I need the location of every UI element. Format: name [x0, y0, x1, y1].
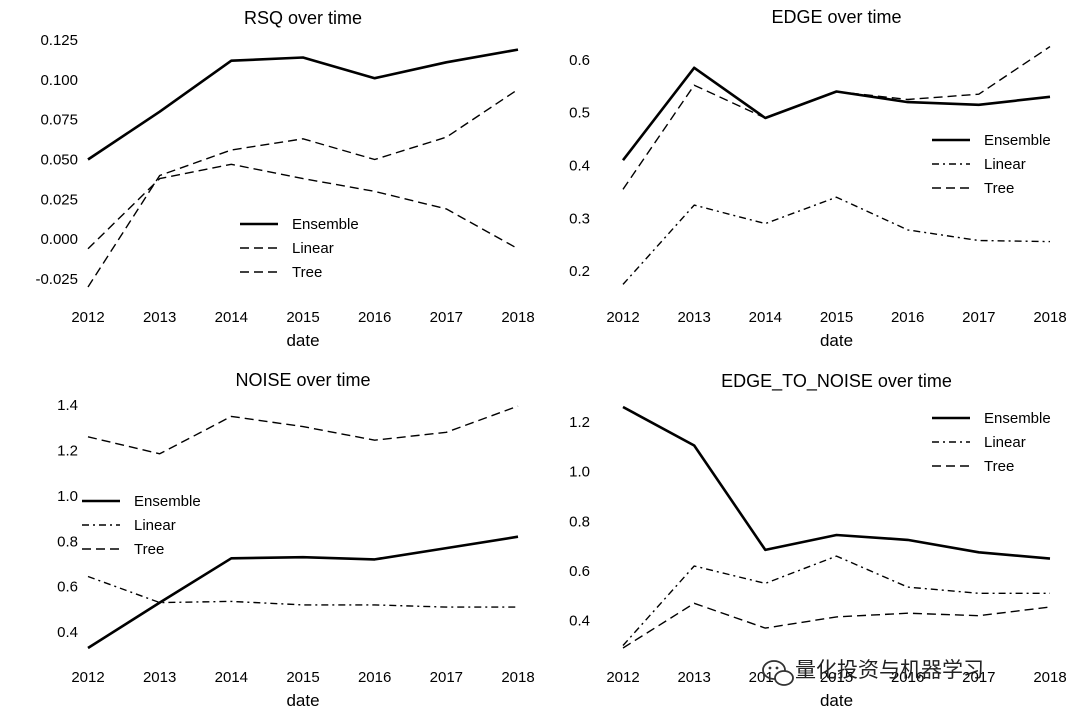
series-line-linear — [87, 575, 518, 608]
legend: Ensemble Linear Tree — [932, 132, 1051, 197]
x-tick-label: 2012 — [71, 309, 104, 326]
x-tick-label: 2014 — [749, 309, 782, 326]
x-tick-label: 2018 — [501, 309, 534, 326]
y-tick-label: 0.3 — [569, 210, 590, 227]
x-tick-label: 2015 — [820, 669, 853, 686]
y-tick-label: 0.8 — [569, 513, 590, 530]
x-tick-label: 2013 — [143, 669, 176, 686]
series-line-linear — [622, 555, 1050, 646]
x-tick-label: 2014 — [215, 309, 248, 326]
x-tick-label: 2015 — [820, 309, 853, 326]
x-axis-label: date — [820, 691, 853, 710]
y-tick-label: 1.2 — [569, 414, 590, 431]
x-tick-label: 2012 — [606, 309, 639, 326]
series-line-linear — [622, 196, 1051, 285]
y-tick-label: 0.100 — [40, 72, 78, 89]
y-tick-label: 0.6 — [569, 52, 590, 69]
y-tick-label: 0.025 — [40, 191, 78, 208]
series-line-tree — [622, 46, 1051, 190]
legend-entry: Ensemble — [984, 132, 1051, 149]
y-tick-label: 0.050 — [40, 152, 78, 169]
x-tick-label: 2014 — [215, 669, 248, 686]
legend-entry: Ensemble — [134, 493, 201, 510]
y-tick-label: -0.025 — [35, 271, 78, 288]
wechat-icon — [762, 660, 794, 686]
chart-panel-3: NOISE over time 2012 2013 2014 2015 2016 2017 2… — [57, 370, 535, 710]
x-tick-label: 2013 — [677, 309, 710, 326]
x-tick-label: 2017 — [962, 309, 995, 326]
legend-entry: Linear — [292, 240, 334, 257]
legend: Ensemble Linear Tree — [932, 410, 1051, 475]
y-tick-label: 0.6 — [57, 579, 78, 596]
chart-title: EDGE_TO_NOISE over time — [721, 371, 952, 392]
series-line-tree — [87, 405, 519, 455]
x-axis-label: date — [820, 331, 853, 350]
watermark-text: 量化投资与机器学习 — [795, 659, 984, 682]
y-tick-label: 0.4 — [57, 624, 78, 641]
y-tick-label: 0.075 — [40, 112, 78, 129]
x-tick-label: 2014 — [749, 669, 782, 686]
legend: Ensemble Linear Tree — [82, 493, 201, 558]
legend-entry: Linear — [134, 517, 176, 534]
y-tick-label: 1.2 — [57, 442, 78, 459]
y-tick-label: 1.4 — [57, 397, 78, 414]
watermark: 量化投资与机器学习 — [762, 659, 984, 686]
x-tick-label: 2015 — [286, 309, 319, 326]
x-tick-label: 2013 — [143, 309, 176, 326]
legend-entry: Tree — [984, 180, 1014, 197]
x-tick-label: 2018 — [1033, 669, 1066, 686]
x-tick-label: 2018 — [1033, 309, 1066, 326]
x-tick-label: 2015 — [286, 669, 319, 686]
x-tick-label: 2017 — [962, 669, 995, 686]
legend-entry: Tree — [984, 458, 1014, 475]
y-tick-label: 0.4 — [569, 158, 590, 175]
legend-entry: Ensemble — [984, 410, 1051, 427]
series-line-tree — [622, 602, 1051, 649]
x-tick-label: 2017 — [430, 309, 463, 326]
x-tick-label: 2016 — [891, 669, 924, 686]
y-tick-label: 0.5 — [569, 105, 590, 122]
legend: Ensemble Linear Tree — [240, 216, 359, 281]
y-tick-label: 0.8 — [57, 533, 78, 550]
x-axis-label: date — [286, 691, 319, 710]
x-axis-label: date — [286, 331, 319, 350]
x-tick-label: 2012 — [71, 669, 104, 686]
series-line-linear — [87, 163, 519, 250]
chart-panel-4: EDGE_TO_NOISE over time 2012 2013 2014 2015 2… — [569, 371, 1067, 710]
series-line-ensemble — [87, 48, 519, 161]
legend-entry: Tree — [292, 264, 322, 281]
y-tick-label: 0.4 — [569, 613, 590, 630]
legend-entry: Linear — [984, 434, 1026, 451]
legend-entry: Ensemble — [292, 216, 359, 233]
x-tick-label: 2018 — [501, 669, 534, 686]
chart-title: RSQ over time — [244, 8, 362, 28]
y-tick-label: 0.2 — [569, 263, 590, 280]
x-tick-label: 2012 — [606, 669, 639, 686]
series-line-tree — [87, 88, 519, 288]
y-tick-label: 0.6 — [569, 563, 590, 580]
y-tick-label: 0.125 — [40, 32, 78, 49]
x-tick-label: 2016 — [358, 309, 391, 326]
chart-panel-2: EDGE over time 2012 2013 2014 2015 2016 2017 20… — [569, 7, 1067, 350]
y-tick-label: 1.0 — [57, 488, 78, 505]
y-tick-label: 1.0 — [569, 464, 590, 481]
x-tick-label: 2013 — [677, 669, 710, 686]
legend-entry: Linear — [984, 156, 1026, 173]
x-tick-label: 2016 — [891, 309, 924, 326]
legend-entry: Tree — [134, 541, 164, 558]
chart-title: NOISE over time — [235, 370, 370, 390]
y-tick-label: 0.000 — [40, 231, 78, 248]
chart-panel-1: RSQ over time 2012 2013 2014 2015 2016 2017 201… — [35, 8, 534, 350]
x-tick-label: 2016 — [358, 669, 391, 686]
series-line-ensemble — [622, 405, 1051, 560]
x-tick-label: 2017 — [430, 669, 463, 686]
series-line-ensemble — [87, 535, 519, 650]
chart-title: EDGE over time — [771, 7, 901, 27]
